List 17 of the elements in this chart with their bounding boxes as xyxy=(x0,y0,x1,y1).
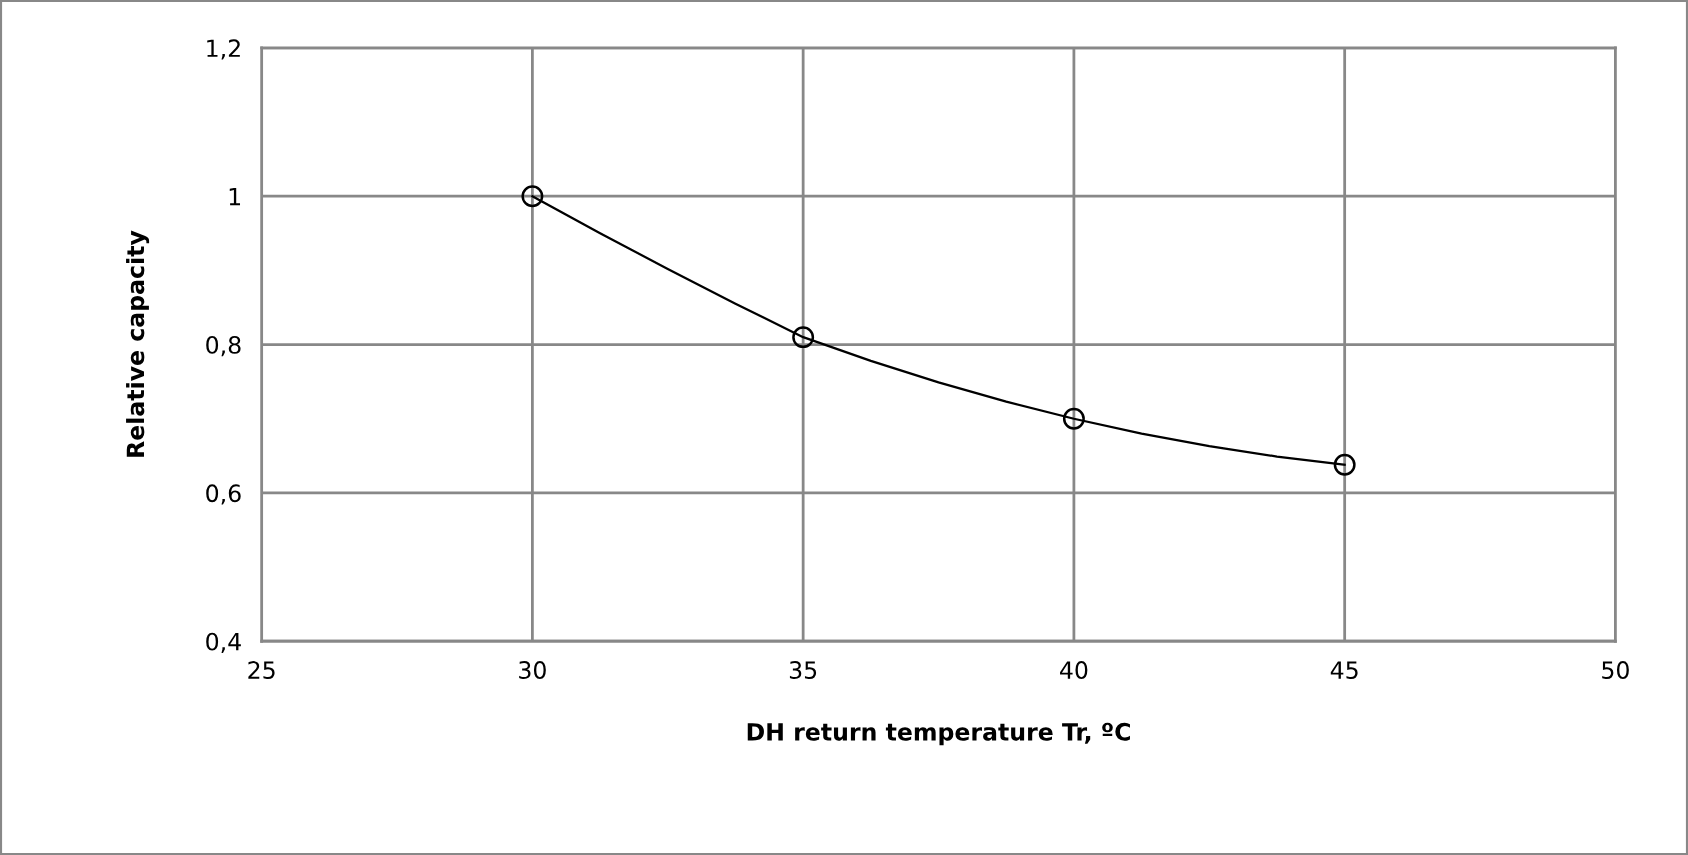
x-tick-label: 25 xyxy=(248,661,275,679)
point xyxy=(1062,407,1085,430)
y-tick-label: 0,4 xyxy=(206,632,241,653)
point xyxy=(521,185,544,208)
x-tick-label: 30 xyxy=(519,661,546,679)
y-tick-label: 0,8 xyxy=(206,336,241,357)
x-axis-title: DH return temperature Tr, ºC xyxy=(747,722,1130,746)
y-tick-label: 1 xyxy=(229,187,241,206)
point xyxy=(1333,453,1356,476)
y-tick-label: 1,2 xyxy=(207,39,240,60)
x-tick-label: 40 xyxy=(1060,661,1088,679)
y-tick-label: 0,6 xyxy=(206,484,241,505)
x-tick-label: 45 xyxy=(1330,661,1358,679)
x-tick-label: 35 xyxy=(789,661,817,679)
y-axis-title: Relative capacity xyxy=(126,230,150,457)
x-tick-label: 50 xyxy=(1602,661,1629,679)
point xyxy=(792,326,815,349)
